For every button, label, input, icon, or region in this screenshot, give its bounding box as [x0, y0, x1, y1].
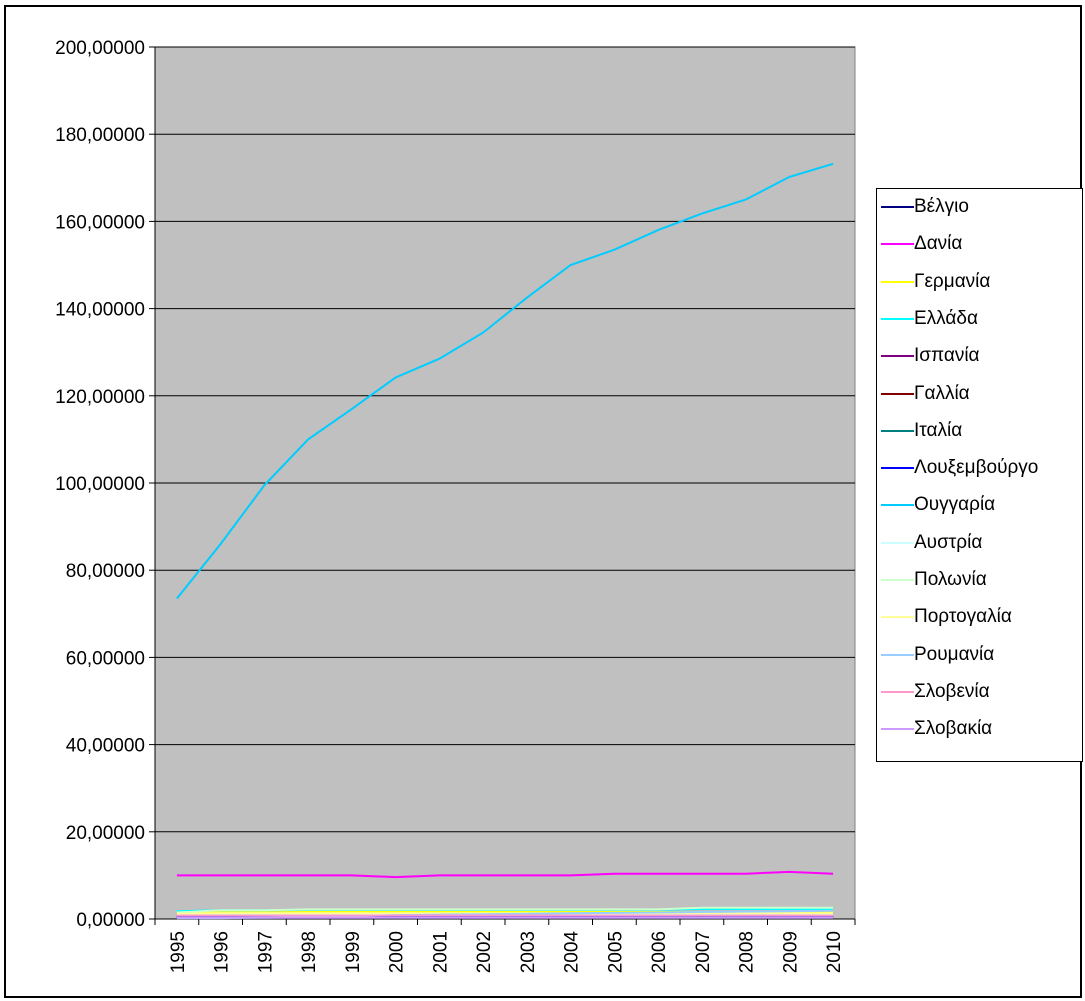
series-line-2	[176, 870, 834, 879]
x-tick-label: 2008	[737, 931, 758, 973]
y-tick-label: 60,00000	[66, 648, 145, 669]
legend-label: Γαλλία	[914, 382, 970, 404]
legend-swatch	[881, 616, 914, 619]
legend-item: Σλοβακία	[877, 717, 992, 741]
y-tick-label: 160,00000	[55, 212, 145, 233]
legend-label: Ρουμανία	[914, 643, 995, 665]
y-tick-label: 180,00000	[55, 125, 145, 146]
x-tick-label: 2004	[562, 931, 583, 974]
legend-swatch	[881, 467, 914, 470]
legend-item: Ιταλία	[877, 419, 962, 443]
x-tick-label: 2009	[780, 931, 801, 973]
y-tick-label: 20,00000	[66, 823, 145, 844]
legend-swatch	[881, 206, 914, 208]
legend-item: Πολωνία	[877, 568, 987, 592]
legend-swatch	[881, 504, 914, 507]
legend-swatch	[881, 579, 914, 581]
legend-swatch	[881, 728, 914, 731]
legend-swatch	[881, 317, 914, 320]
x-tick-label: 1995	[168, 931, 189, 973]
legend-swatch	[881, 429, 914, 432]
legend-swatch	[881, 653, 914, 656]
legend-label: Πολωνία	[914, 569, 987, 590]
x-tick-label: 2001	[430, 931, 451, 973]
legend-item: Δανία	[877, 232, 962, 256]
series-line-11	[176, 906, 834, 914]
legend-item: Ελλάδα	[877, 307, 978, 331]
x-tick-label: 2007	[693, 931, 714, 973]
x-tick-label: 1996	[212, 931, 233, 973]
legend-label: Σλοβενία	[914, 680, 990, 702]
x-tick-label: 2006	[649, 931, 670, 973]
legend-item: Γερμανία	[877, 270, 990, 294]
x-tick-label: 2003	[518, 931, 539, 973]
x-tick-label: 2005	[605, 931, 626, 973]
y-tick-label: 120,00000	[55, 387, 145, 408]
legend-label: Ουγγαρία	[914, 494, 996, 516]
y-tick-label: 40,00000	[66, 736, 145, 757]
legend-item: Σλοβενία	[877, 680, 990, 704]
legend-label: Σλοβακία	[914, 718, 993, 740]
y-tick-labels: 0,00000 20,00000 40,00000 60,00000 80,00000 1…	[55, 38, 145, 931]
legend-label: Βέλγιο	[914, 196, 969, 217]
legend-swatch	[881, 541, 914, 544]
legend-label: Ιταλία	[914, 419, 963, 441]
x-tick-label: 2000	[387, 931, 408, 973]
legend-item: Ουγγαρία	[877, 493, 995, 517]
legend-item: Γαλλία	[877, 382, 970, 406]
legend-item: Ρουμανία	[877, 643, 994, 667]
x-tick-label: 1998	[299, 931, 320, 973]
legend-label: Γερμανία	[914, 270, 991, 292]
y-tick-label: 140,00000	[55, 300, 145, 321]
legend-item: Λουξεμβούργο	[877, 456, 1038, 480]
legend-item: Ισπανία	[877, 344, 980, 368]
x-tick-labels: 1995 1996 1997 1998 1999 2000 2001 2002 2003 2004…	[168, 931, 845, 974]
y-tick-label: 100,00000	[55, 474, 145, 495]
x-tick-label: 1999	[343, 931, 364, 973]
legend-swatch	[881, 280, 914, 283]
x-tick-label: 2010	[824, 931, 845, 973]
series-line-9	[176, 162, 834, 600]
gridlines	[155, 46, 855, 833]
legend-label: Πορτογαλία	[914, 606, 1012, 628]
legend-label: Αυστρία	[914, 531, 983, 553]
y-tick-label: 80,00000	[66, 561, 145, 582]
y-tick-label: 0,00000	[76, 910, 145, 931]
series-lines	[176, 162, 834, 920]
axes	[149, 46, 856, 925]
legend-label: Ισπανία	[914, 345, 980, 367]
legend-swatch	[881, 355, 914, 358]
legend-item: Αυστρία	[877, 531, 982, 555]
legend: Βέλγιο Δανία Γερμανία Ελλάδα Ισπανία Γαλλία Ιτ…	[876, 188, 1083, 762]
legend-item: Πορτογαλία	[877, 605, 1012, 629]
x-tick-label: 2002	[474, 931, 495, 973]
legend-item: Βέλγιο	[877, 195, 969, 219]
legend-label: Ελλάδα	[914, 307, 978, 329]
y-tick-label: 200,00000	[55, 38, 145, 59]
legend-swatch	[881, 243, 914, 246]
x-tick-label: 1997	[255, 931, 276, 973]
legend-label: Δανία	[914, 233, 963, 255]
legend-swatch	[881, 690, 914, 693]
legend-label: Λουξεμβούργο	[914, 457, 1039, 479]
legend-swatch	[881, 392, 914, 395]
